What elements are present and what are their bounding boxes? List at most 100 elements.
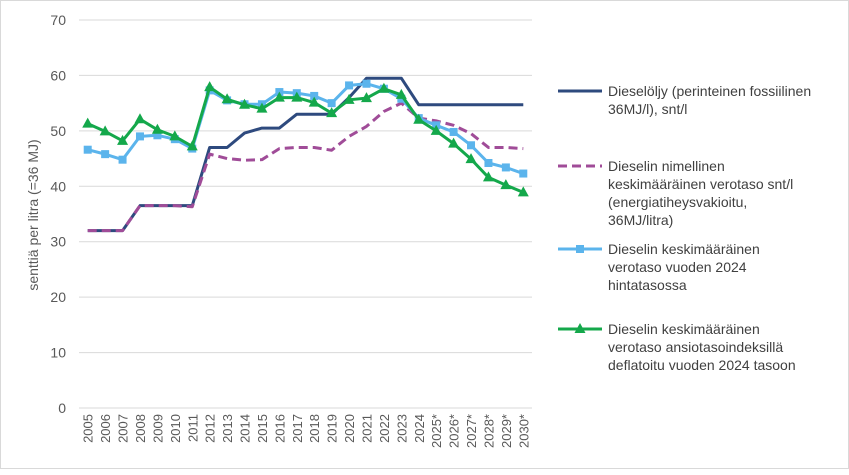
data-point-triangle [500, 179, 512, 190]
x-tick-label: 2018 [307, 414, 322, 443]
y-tick-label: 30 [50, 234, 66, 250]
data-point-square [153, 131, 162, 140]
x-tick-label: 2011 [185, 414, 200, 442]
y-tick-label: 20 [50, 289, 66, 305]
data-point-square [310, 91, 319, 100]
data-point-square [449, 127, 458, 136]
legend-entry-3: Dieselin keskimääräinen verotaso vuoden 2… [558, 241, 760, 293]
x-tick-label: 2026* [447, 414, 462, 448]
data-point-triangle [517, 186, 529, 197]
y-tick-label: 70 [50, 12, 66, 28]
legend-label: (energiatiheysvakioitu, [608, 194, 747, 210]
data-point-triangle [413, 113, 425, 124]
x-tick-label: 2030* [516, 414, 531, 448]
data-point-square [501, 163, 510, 172]
legend-label: Dieselöljy (perinteinen fossiilinen [608, 83, 811, 99]
data-point-triangle [256, 102, 268, 113]
y-tick-label: 60 [50, 67, 66, 83]
x-tick-label: 2009 [150, 414, 165, 443]
data-point-triangle [273, 91, 285, 102]
series-2 [87, 101, 524, 233]
data-point-square [467, 141, 476, 150]
data-point-triangle [291, 91, 303, 102]
x-tick-label: 2012 [203, 414, 218, 443]
data-point-triangle [574, 323, 586, 333]
x-tick-label: 2025* [429, 414, 444, 448]
data-point-square [135, 132, 144, 141]
y-tick-label: 40 [50, 178, 66, 194]
legend-label: Dieselin keskimääräinen [608, 241, 760, 257]
data-point-triangle [186, 140, 198, 151]
x-tick-label: 2015 [255, 414, 270, 443]
y-axis-label: senttiä per litra (=36 MJ) [25, 139, 41, 290]
data-point-triangle [326, 107, 338, 118]
x-tick-label: 2014 [238, 414, 253, 443]
legend-label: keskimääräinen verotaso snt/l [608, 176, 793, 192]
x-tick-label: 2019 [325, 414, 340, 443]
legend-label: 36MJ/l), snt/l [608, 101, 687, 117]
x-tick-label: 2006 [98, 414, 113, 443]
data-point-triangle [343, 93, 355, 104]
data-point-triangle [395, 88, 407, 99]
data-point-triangle [239, 98, 251, 109]
x-tick-label: 2017 [290, 414, 305, 443]
data-point-square [484, 159, 493, 168]
data-point-square [83, 145, 92, 154]
data-point-triangle [465, 153, 477, 164]
legend: Dieselöljy (perinteinen fossiilinen 36MJ/… [558, 83, 811, 373]
legend-label: Dieselin keskimääräinen [608, 321, 760, 337]
y-tick-label: 0 [58, 400, 66, 416]
data-point-triangle [378, 82, 390, 93]
legend-label: hintatasossa [608, 277, 687, 293]
data-point-square [519, 169, 528, 178]
x-tick-label: 2027* [464, 414, 479, 448]
legend-entry-4: Dieselin keskimääräinen verotaso ansiotas… [558, 321, 796, 373]
series-line [87, 101, 524, 233]
x-tick-label: 2028* [481, 414, 496, 448]
data-point-square [345, 81, 354, 90]
x-tick-label: 2020 [342, 414, 357, 443]
x-tick-label: 2005 [81, 414, 96, 443]
data-point-square [576, 245, 584, 253]
series-line [87, 85, 524, 194]
data-point-triangle [117, 134, 129, 145]
data-point-triangle [82, 117, 94, 128]
data-point-square [101, 150, 110, 159]
x-tick-label: 2008 [133, 414, 148, 443]
x-tick-labels: 2005 2006 2007 2008 2009 2010 2011 2012 2013 2014… [81, 414, 532, 448]
data-point-triangle [308, 96, 320, 107]
legend-entry-1: Dieselöljy (perinteinen fossiilinen 36MJ/… [558, 83, 811, 117]
y-tick-label: 50 [50, 123, 66, 139]
y-tick-labels: 0 10 20 30 40 50 60 70 [50, 12, 66, 416]
data-point-triangle [134, 113, 146, 124]
x-tick-label: 2007 [116, 414, 131, 443]
x-tick-label: 2023 [394, 414, 409, 443]
data-point-square [327, 99, 336, 108]
series-group [82, 76, 529, 233]
data-point-square [118, 155, 127, 164]
legend-label: verotaso vuoden 2024 [608, 259, 747, 275]
x-tick-label: 2013 [220, 414, 235, 443]
data-point-triangle [151, 123, 163, 134]
data-point-triangle [204, 81, 216, 92]
legend-label: deflatoitu vuoden 2024 tasoon [608, 357, 796, 373]
legend-label: Dieselin nimellinen [608, 158, 725, 174]
x-tick-label: 2024 [412, 414, 427, 443]
data-point-triangle [99, 125, 111, 136]
x-tick-label: 2016 [272, 414, 287, 443]
data-point-triangle [221, 93, 233, 104]
data-point-triangle [482, 171, 494, 182]
legend-label: 36MJ/litra) [608, 212, 673, 228]
data-point-square [362, 79, 371, 88]
data-point-triangle [360, 92, 372, 103]
gridlines [79, 19, 532, 409]
legend-entry-2: Dieselin nimellinen keskimääräinen verota… [558, 158, 793, 228]
data-point-triangle [169, 130, 181, 141]
data-point-triangle [448, 137, 460, 148]
data-point-triangle [430, 124, 442, 135]
series-4 [82, 81, 529, 197]
x-tick-label: 2022 [377, 414, 392, 443]
x-tick-label: 2029* [499, 414, 514, 448]
